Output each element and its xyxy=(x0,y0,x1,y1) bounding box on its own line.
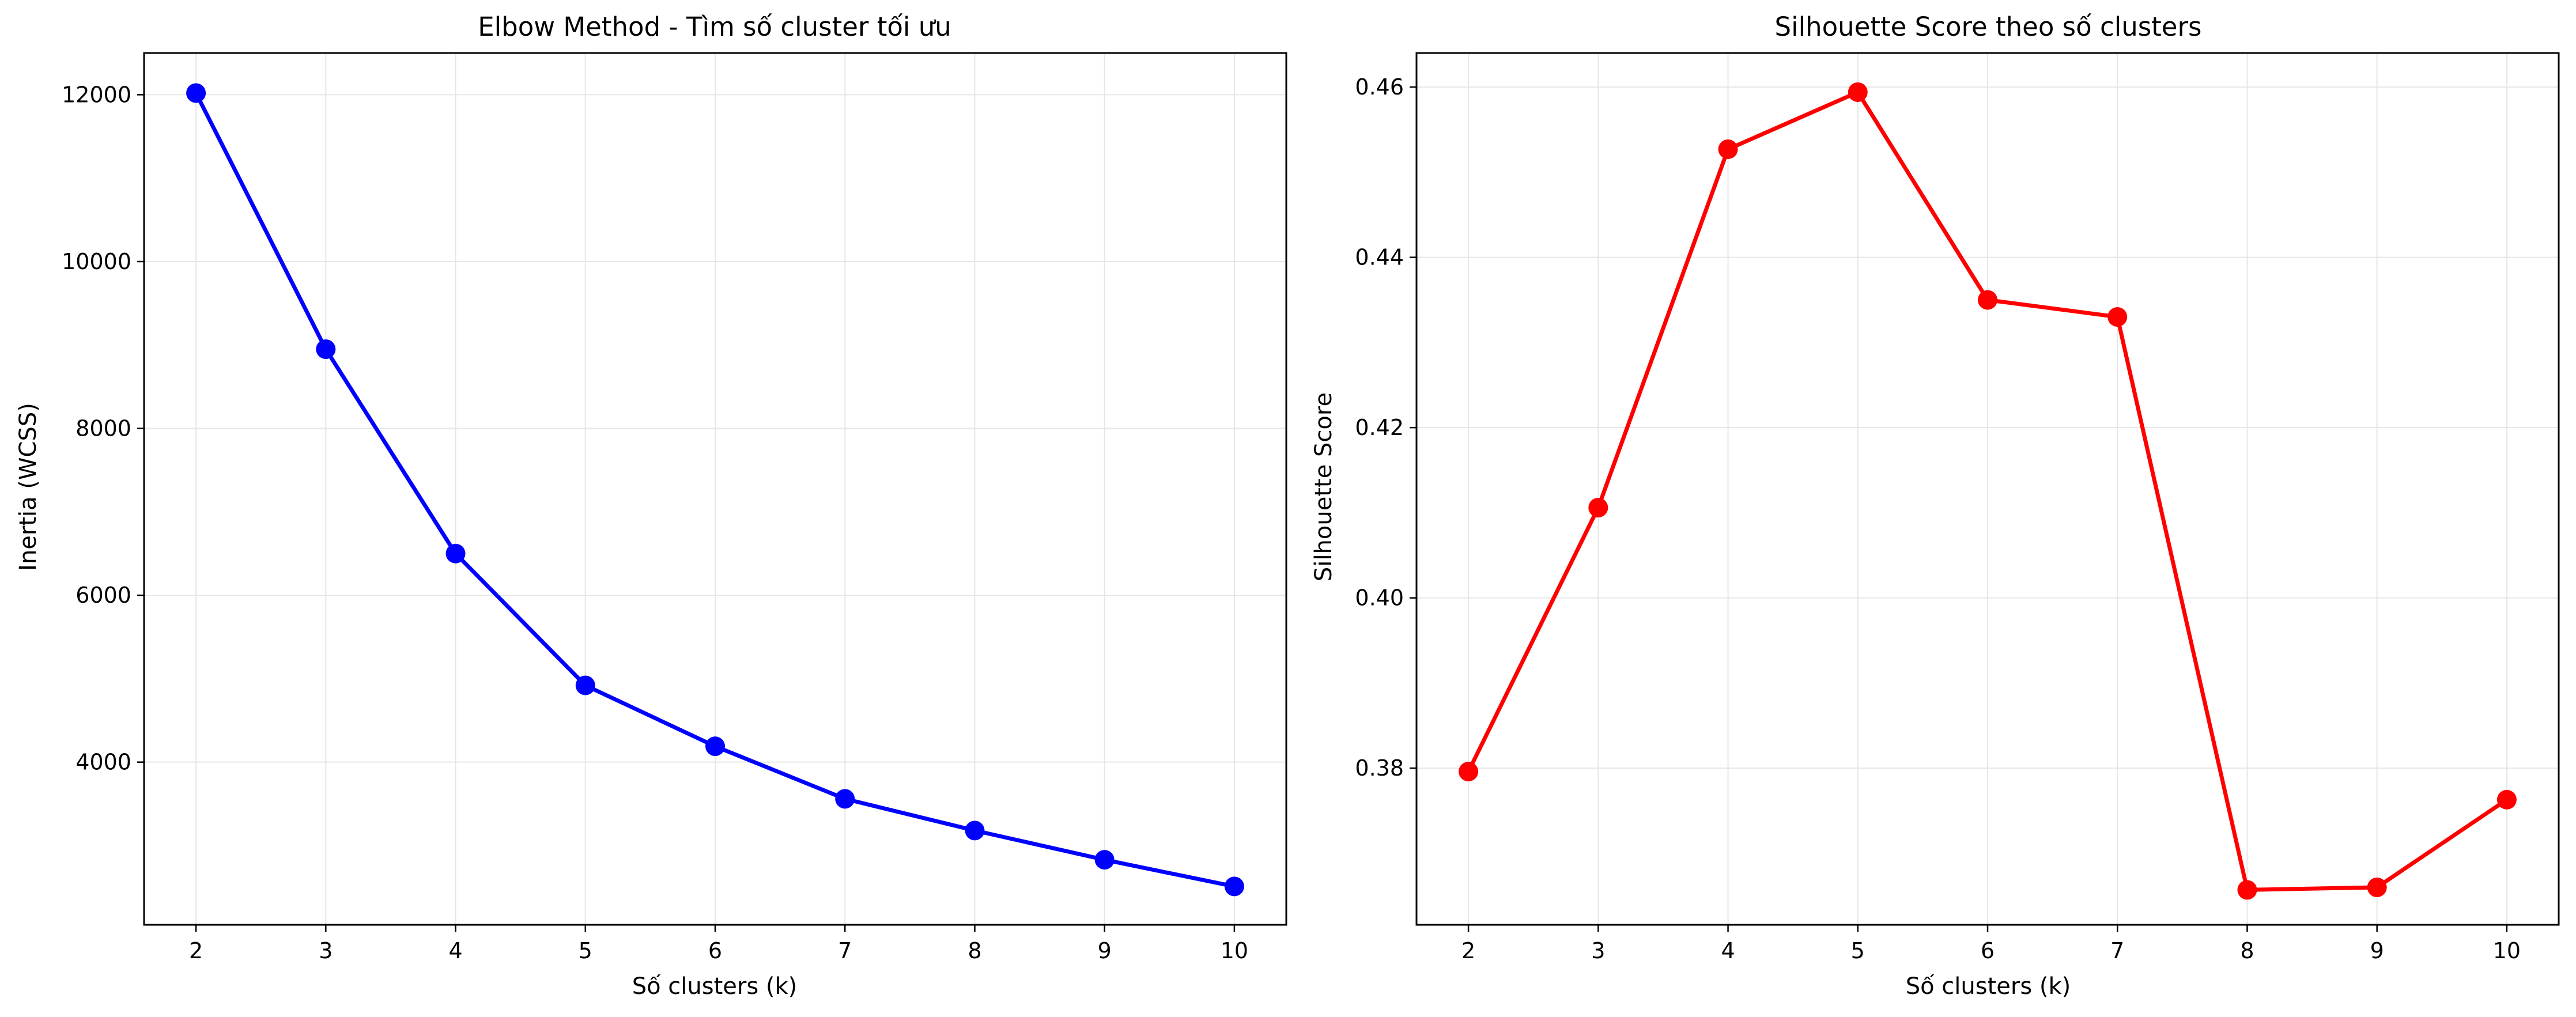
silhouette-point-k10 xyxy=(2496,789,2517,810)
silhouette-point-k2 xyxy=(1459,762,1479,782)
silhouette-y-tick-label-0.42: 0.42 xyxy=(1355,415,1404,440)
elbow-chart: Elbow Method - Tìm số cluster tối ưu Số … xyxy=(15,12,1287,1000)
elbow-plot-frame xyxy=(143,52,1287,926)
elbow-x-axis-label: Số clusters (k) xyxy=(632,973,798,1000)
elbow-x-tick-label-5: 5 xyxy=(579,938,592,963)
silhouette-grid xyxy=(1417,53,2559,925)
silhouette-point-k9 xyxy=(2367,877,2387,897)
elbow-y-tick-label-10000: 10000 xyxy=(62,249,131,274)
silhouette-plot-frame xyxy=(1415,52,2560,926)
silhouette-chart-title: Silhouette Score theo số clusters xyxy=(1775,12,2202,42)
elbow-chart-title: Elbow Method - Tìm số cluster tối ưu xyxy=(478,12,951,42)
elbow-point-k9 xyxy=(1094,850,1115,870)
silhouette-point-k8 xyxy=(2237,880,2257,900)
silhouette-ticks: 2 3 4 5 6 7 8 9 10 0.38 0.40 0.42 0.44 0.46 xyxy=(1355,74,2521,963)
elbow-y-tick-label-4000: 4000 xyxy=(75,750,131,775)
silhouette-point-k3 xyxy=(1588,498,1608,518)
silhouette-x-tick-label-3: 3 xyxy=(1591,938,1605,963)
elbow-point-k7 xyxy=(835,789,855,809)
elbow-point-k2 xyxy=(186,83,206,103)
silhouette-x-tick-label-9: 9 xyxy=(2370,938,2384,963)
silhouette-x-axis-label: Số clusters (k) xyxy=(1906,973,2071,1000)
silhouette-x-tick-label-7: 7 xyxy=(2110,938,2124,963)
silhouette-y-tick-label-0.38: 0.38 xyxy=(1355,755,1404,781)
elbow-series xyxy=(186,83,1244,897)
elbow-point-k3 xyxy=(316,339,336,359)
elbow-point-k6 xyxy=(705,736,725,757)
silhouette-y-axis-label: Silhouette Score xyxy=(1310,392,1337,581)
elbow-x-tick-label-2: 2 xyxy=(189,938,203,963)
silhouette-y-tick-label-0.46: 0.46 xyxy=(1355,74,1404,100)
silhouette-y-tick-label-0.44: 0.44 xyxy=(1355,245,1404,270)
elbow-ticks: 2 3 4 5 6 7 8 9 10 4000 6000 8000 10000 12000 xyxy=(62,82,1248,963)
silhouette-x-tick-label-10: 10 xyxy=(2493,938,2521,963)
elbow-point-k4 xyxy=(445,543,466,564)
silhouette-point-k4 xyxy=(1718,139,1738,159)
silhouette-point-k5 xyxy=(1848,82,1868,102)
elbow-x-tick-label-9: 9 xyxy=(1098,938,1112,963)
elbow-grid xyxy=(144,53,1286,925)
elbow-point-k8 xyxy=(965,821,985,841)
elbow-x-tick-label-3: 3 xyxy=(319,938,333,963)
elbow-point-k10 xyxy=(1224,876,1244,897)
silhouette-x-tick-label-5: 5 xyxy=(1851,938,1865,963)
elbow-point-k5 xyxy=(575,675,595,695)
elbow-y-tick-label-12000: 12000 xyxy=(62,82,131,107)
elbow-x-tick-label-7: 7 xyxy=(838,938,852,963)
elbow-y-tick-label-6000: 6000 xyxy=(75,583,131,608)
elbow-x-tick-label-6: 6 xyxy=(708,938,722,963)
silhouette-series xyxy=(1459,82,2517,900)
elbow-x-tick-label-10: 10 xyxy=(1221,938,1248,963)
silhouette-y-tick-label-0.40: 0.40 xyxy=(1355,585,1404,611)
silhouette-x-tick-label-8: 8 xyxy=(2240,938,2254,963)
silhouette-point-k6 xyxy=(1978,290,1997,310)
elbow-y-axis-label: Inertia (WCSS) xyxy=(15,403,41,571)
silhouette-point-k7 xyxy=(2107,307,2128,327)
silhouette-x-tick-label-4: 4 xyxy=(1721,938,1735,963)
silhouette-chart: Silhouette Score theo số clusters Số clu… xyxy=(1310,12,2560,1000)
elbow-x-tick-label-8: 8 xyxy=(968,938,981,963)
silhouette-x-tick-label-2: 2 xyxy=(1461,938,1475,963)
silhouette-x-tick-label-6: 6 xyxy=(1981,938,1995,963)
elbow-y-tick-label-8000: 8000 xyxy=(75,416,131,441)
elbow-x-tick-label-4: 4 xyxy=(448,938,462,963)
